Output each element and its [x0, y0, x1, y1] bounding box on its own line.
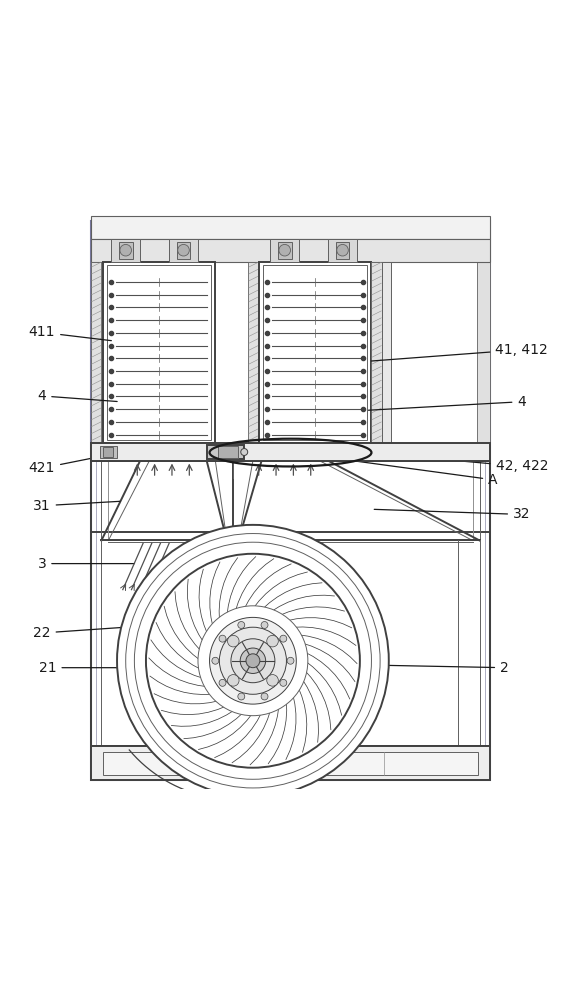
Bar	[177, 242, 191, 259]
Circle shape	[337, 244, 349, 256]
Bar	[103, 262, 216, 443]
Bar	[96, 225, 485, 776]
Circle shape	[267, 675, 278, 686]
Text: 2: 2	[360, 661, 509, 675]
Text: 31: 31	[33, 499, 120, 513]
Text: 42, 422: 42, 422	[389, 455, 548, 473]
Bar	[103, 447, 113, 457]
Bar	[382, 262, 391, 443]
Circle shape	[238, 622, 245, 628]
Circle shape	[267, 635, 278, 647]
Bar	[91, 461, 490, 746]
Circle shape	[219, 635, 226, 642]
Text: 3: 3	[38, 557, 134, 571]
Circle shape	[220, 627, 286, 694]
Bar	[477, 262, 490, 443]
Text: 421: 421	[28, 455, 106, 475]
Bar	[91, 239, 490, 262]
Circle shape	[238, 693, 245, 700]
Circle shape	[231, 639, 275, 683]
Text: 4: 4	[38, 389, 117, 403]
Bar	[100, 446, 117, 458]
Circle shape	[261, 622, 268, 628]
Circle shape	[240, 648, 266, 673]
Bar	[371, 262, 382, 443]
Text: 411: 411	[28, 325, 112, 341]
Bar	[278, 242, 292, 259]
Bar	[107, 265, 211, 440]
Bar	[336, 242, 350, 259]
Bar	[91, 443, 490, 461]
Bar	[270, 239, 299, 262]
Circle shape	[120, 244, 131, 256]
Circle shape	[228, 635, 239, 647]
Circle shape	[178, 244, 189, 256]
Bar	[91, 216, 490, 239]
Circle shape	[280, 679, 287, 686]
Bar	[91, 532, 490, 746]
Bar	[111, 239, 140, 262]
Circle shape	[246, 654, 260, 668]
Bar	[248, 262, 259, 443]
Text: 41, 412: 41, 412	[371, 343, 548, 361]
Circle shape	[134, 542, 371, 779]
Text: 32: 32	[374, 507, 530, 521]
Circle shape	[212, 657, 219, 664]
Circle shape	[241, 449, 248, 455]
Circle shape	[287, 657, 294, 664]
Circle shape	[198, 606, 308, 716]
Circle shape	[279, 244, 290, 256]
Circle shape	[348, 594, 358, 605]
Bar	[91, 262, 102, 443]
Bar	[91, 221, 490, 780]
Circle shape	[117, 525, 389, 797]
Circle shape	[228, 675, 239, 686]
Bar	[91, 746, 490, 780]
Text: 22: 22	[33, 626, 123, 640]
Text: A: A	[351, 460, 498, 487]
Bar	[263, 265, 367, 440]
Bar	[169, 239, 198, 262]
Circle shape	[219, 679, 226, 686]
Bar	[328, 239, 357, 262]
Circle shape	[280, 635, 287, 642]
Bar	[218, 446, 238, 458]
Circle shape	[210, 617, 296, 704]
Circle shape	[146, 554, 360, 768]
Bar	[259, 262, 371, 443]
Text: 21: 21	[39, 661, 146, 675]
Bar	[103, 752, 478, 775]
Circle shape	[261, 693, 268, 700]
Bar	[207, 445, 244, 459]
Circle shape	[125, 534, 380, 788]
Text: 4: 4	[368, 395, 526, 410]
Bar	[119, 242, 132, 259]
